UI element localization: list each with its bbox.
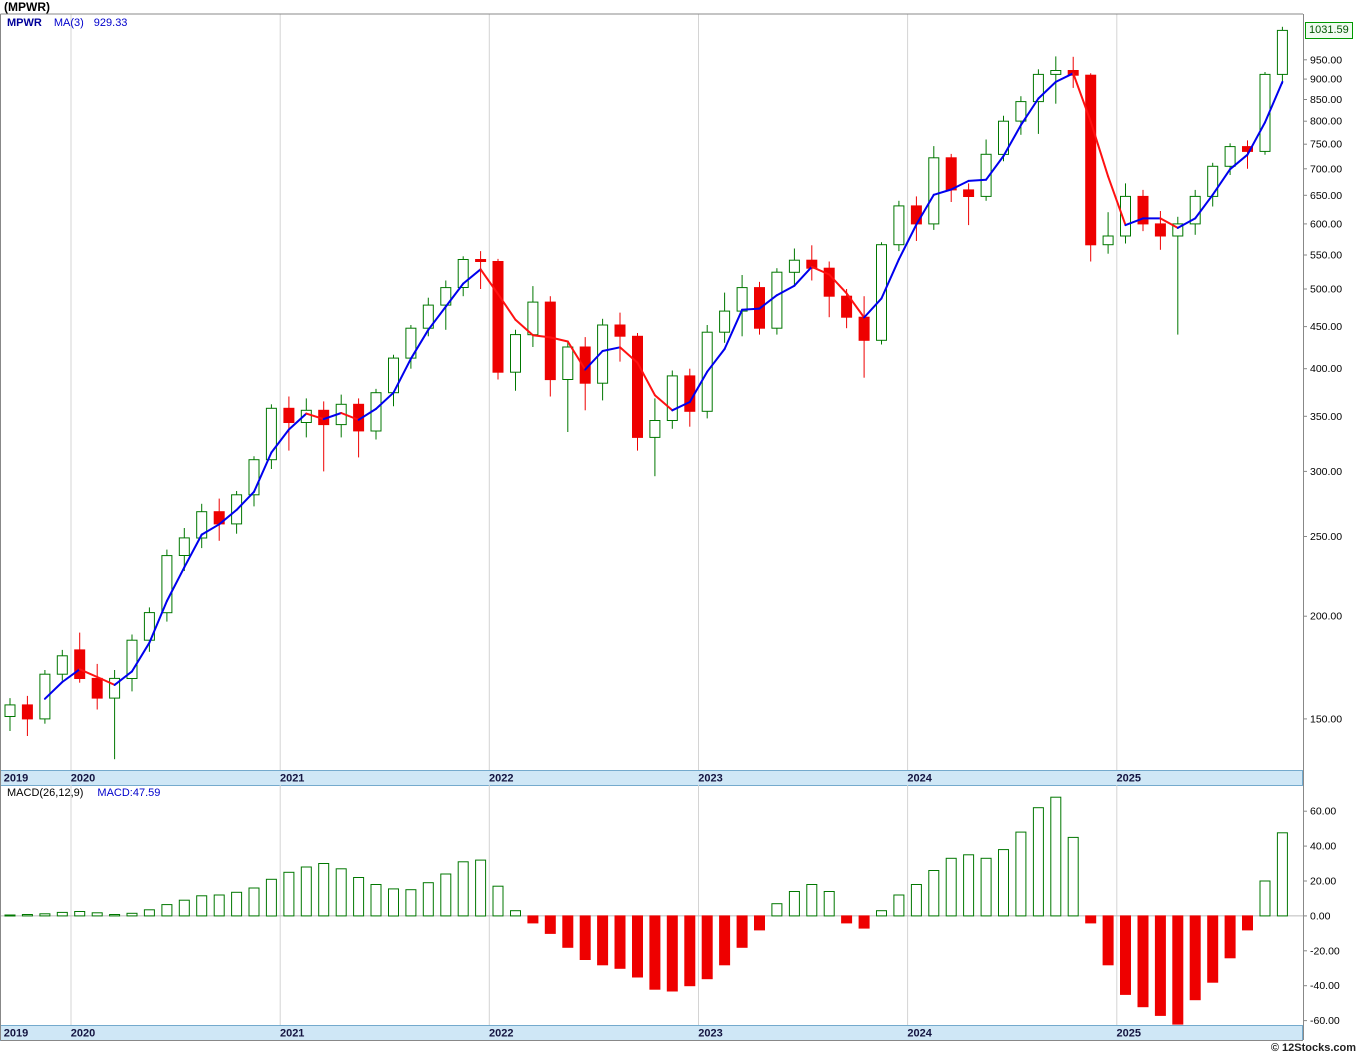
svg-text:550.00: 550.00 xyxy=(1310,250,1342,262)
svg-text:2021: 2021 xyxy=(280,773,304,785)
svg-text:950.00: 950.00 xyxy=(1310,54,1342,66)
svg-text:500.00: 500.00 xyxy=(1310,284,1342,296)
svg-text:0.00: 0.00 xyxy=(1310,910,1331,922)
svg-text:2021: 2021 xyxy=(280,1028,304,1040)
svg-text:600.00: 600.00 xyxy=(1310,218,1342,230)
svg-text:900.00: 900.00 xyxy=(1310,74,1342,86)
svg-text:-20.00: -20.00 xyxy=(1310,945,1340,957)
svg-text:2020: 2020 xyxy=(71,1028,95,1040)
svg-text:800.00: 800.00 xyxy=(1310,116,1342,128)
last-price-badge: 1031.59 xyxy=(1305,22,1353,39)
svg-text:2023: 2023 xyxy=(698,1028,722,1040)
svg-text:400.00: 400.00 xyxy=(1310,363,1342,375)
svg-text:2019: 2019 xyxy=(4,773,28,785)
svg-text:2020: 2020 xyxy=(71,773,95,785)
ma-indicator-label: MA(3) xyxy=(53,17,84,29)
svg-text:2024: 2024 xyxy=(907,773,932,785)
svg-text:700.00: 700.00 xyxy=(1310,163,1342,175)
copyright-label: © 12Stocks.com xyxy=(1270,1042,1356,1054)
macd-panel-legend: MACD(26,12,9) MACD:47.59 xyxy=(7,787,160,799)
svg-text:850.00: 850.00 xyxy=(1310,94,1342,106)
price-panel-legend: MPWR MA(3) 929.33 xyxy=(7,17,127,29)
page-title: (MPWR) xyxy=(4,0,50,14)
svg-text:-40.00: -40.00 xyxy=(1310,980,1340,992)
svg-text:450.00: 450.00 xyxy=(1310,321,1342,333)
svg-text:750.00: 750.00 xyxy=(1310,139,1342,151)
svg-text:2022: 2022 xyxy=(489,773,513,785)
symbol-label: MPWR xyxy=(7,17,42,29)
svg-text:150.00: 150.00 xyxy=(1310,713,1342,725)
svg-text:2023: 2023 xyxy=(698,773,722,785)
svg-text:300.00: 300.00 xyxy=(1310,466,1342,478)
svg-text:20.00: 20.00 xyxy=(1310,876,1336,888)
svg-text:650.00: 650.00 xyxy=(1310,190,1342,202)
macd-indicator-value: MACD:47.59 xyxy=(97,787,161,799)
svg-text:-60.00: -60.00 xyxy=(1310,1015,1340,1027)
svg-text:2024: 2024 xyxy=(907,1028,932,1040)
svg-text:2025: 2025 xyxy=(1117,1028,1141,1040)
macd-indicator-label: MACD(26,12,9) xyxy=(7,787,84,799)
svg-text:250.00: 250.00 xyxy=(1310,531,1342,543)
ma-indicator-value: 929.33 xyxy=(93,17,128,29)
svg-text:200.00: 200.00 xyxy=(1310,611,1342,623)
svg-text:2025: 2025 xyxy=(1117,773,1141,785)
svg-text:350.00: 350.00 xyxy=(1310,411,1342,423)
svg-text:60.00: 60.00 xyxy=(1310,806,1336,818)
svg-text:2019: 2019 xyxy=(4,1028,28,1040)
svg-text:40.00: 40.00 xyxy=(1310,841,1336,853)
svg-text:2022: 2022 xyxy=(489,1028,513,1040)
